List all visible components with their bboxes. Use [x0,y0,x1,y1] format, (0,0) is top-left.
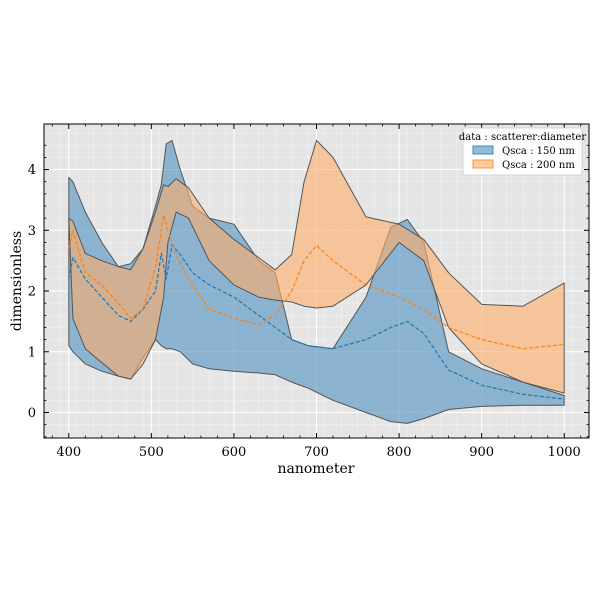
y-tick-label: 1 [28,345,36,360]
series-1-mean-line [68,244,565,400]
y-tick-label: 3 [28,224,36,239]
legend-swatch-2 [472,159,494,169]
y-tick-label: 4 [28,163,36,178]
legend-label-1: Qsca : 150 nm [502,146,575,157]
x-tick-label: 1000 [548,445,581,460]
y-tick-label: 0 [28,406,36,421]
x-tick-label: 500 [139,445,164,460]
series-2-band [68,139,565,394]
legend-title: data : scatterer:diameter [459,132,586,143]
legend-swatch-1 [472,145,494,155]
x-tick-label: 400 [56,445,81,460]
x-tick-label: 800 [387,445,412,460]
series-2-mean-line [68,214,565,350]
series-layer [68,139,565,424]
x-tick-label: 600 [222,445,247,460]
x-axis-label: nanometer [278,461,355,477]
x-tick-label: 900 [469,445,494,460]
x-tick-label: 700 [304,445,329,460]
legend-label-2: Qsca : 200 nm [502,160,575,171]
legend: data : scatterer:diameter Qsca : 150 nm … [459,127,586,176]
axes: 400 500 600 700 800 900 1000 0 1 2 3 4 [28,124,589,460]
y-tick-label: 2 [28,285,36,300]
y-axis-label: dimensionless [9,231,25,331]
